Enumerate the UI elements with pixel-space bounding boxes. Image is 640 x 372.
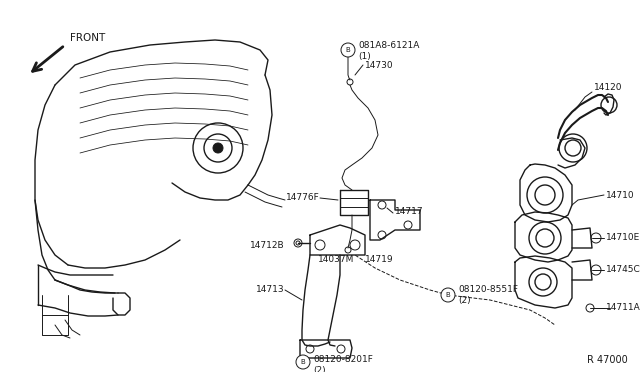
Text: 14730: 14730 [365,61,394,70]
Text: B: B [301,359,305,365]
Circle shape [441,288,455,302]
Text: 14717: 14717 [395,208,424,217]
Circle shape [213,143,223,153]
Text: 14710E: 14710E [606,234,640,243]
Circle shape [296,355,310,369]
Text: 14120: 14120 [594,83,623,93]
Text: 14710: 14710 [606,190,635,199]
Text: B: B [346,47,350,53]
Text: 14711A: 14711A [606,304,640,312]
Text: (1): (1) [358,52,371,61]
Text: 14776F: 14776F [286,193,320,202]
Text: 14037M: 14037M [318,256,355,264]
Text: (2): (2) [458,295,470,305]
Text: 081A8-6121A: 081A8-6121A [358,41,419,49]
Text: FRONT: FRONT [70,33,105,43]
Text: (2): (2) [313,366,326,372]
Text: R 47000: R 47000 [588,355,628,365]
Text: 14719: 14719 [365,256,394,264]
Text: 08120-8201F: 08120-8201F [313,356,373,365]
Circle shape [341,43,355,57]
Text: 08120-8551F: 08120-8551F [458,285,518,295]
Text: 14713: 14713 [257,285,285,295]
Text: 14745C: 14745C [606,266,640,275]
Text: B: B [445,292,451,298]
Text: 14712B: 14712B [250,241,285,250]
